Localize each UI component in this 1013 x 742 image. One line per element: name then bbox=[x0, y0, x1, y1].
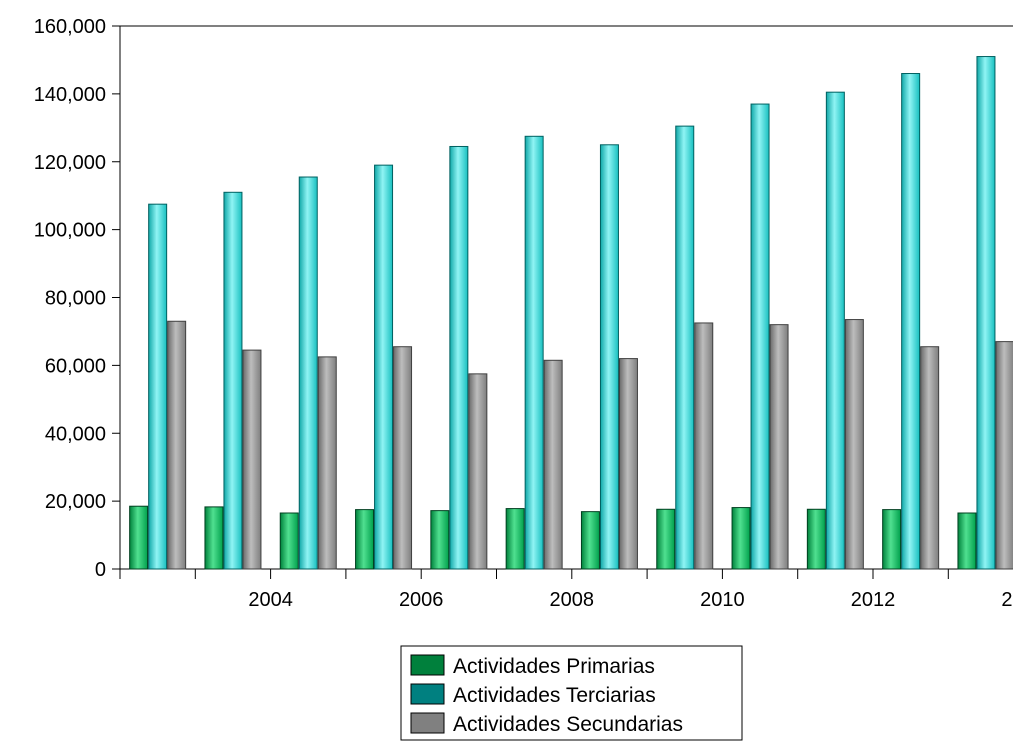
bar-series-1-2007 bbox=[449, 145, 469, 570]
x-tick-label: 2014 bbox=[1001, 589, 1013, 611]
y-tick-label: 0 bbox=[95, 559, 106, 581]
bar-series-2-2007 bbox=[468, 373, 488, 570]
bar-series-0-2011 bbox=[731, 507, 751, 570]
bar-series-2-2011 bbox=[769, 324, 789, 570]
y-tick-label: 100,000 bbox=[34, 220, 106, 242]
bar-series-1-2013 bbox=[901, 73, 921, 570]
bar-series-2-2004 bbox=[242, 349, 262, 570]
bar-series-0-2003 bbox=[129, 505, 149, 570]
x-tick-label: 2008 bbox=[550, 589, 595, 611]
bar-series-1-2005 bbox=[298, 176, 318, 570]
legend-swatch bbox=[410, 683, 445, 705]
bar-series-2-2009 bbox=[618, 358, 638, 570]
x-tick-label: 2012 bbox=[851, 589, 896, 611]
bar-series-0-2005 bbox=[279, 512, 299, 570]
y-axis: 0 20,000 40,000 60,000 80,000 100,000 120,000 1… bbox=[34, 16, 120, 581]
y-tick-label: 120,000 bbox=[34, 152, 106, 174]
bar-series-0-2010 bbox=[656, 508, 676, 570]
x-tick-label: 2006 bbox=[399, 589, 444, 611]
legend-swatch bbox=[410, 654, 445, 676]
x-tick-label: 2010 bbox=[700, 589, 745, 611]
legend-box bbox=[400, 645, 743, 741]
y-tick-label: 60,000 bbox=[45, 355, 106, 377]
bar-series-0-2008 bbox=[505, 508, 525, 570]
legend-label: Actividades Primarias bbox=[453, 655, 655, 678]
bar-series-2-2012 bbox=[844, 319, 864, 570]
bar-series-0-2012 bbox=[806, 508, 826, 570]
legend-label: Actividades Terciarias bbox=[453, 684, 656, 707]
y-tick-label: 160,000 bbox=[34, 16, 106, 38]
bar-series-2-2003 bbox=[167, 320, 187, 570]
y-tick-label: 40,000 bbox=[45, 423, 106, 445]
legend-label: Actividades Secundarias bbox=[453, 713, 683, 736]
bar-series-2-2008 bbox=[543, 359, 563, 570]
plot-area bbox=[119, 25, 1013, 570]
bar-series-0-2014 bbox=[957, 512, 977, 570]
bar-series-0-2007 bbox=[430, 510, 450, 570]
bar-series-1-2004 bbox=[223, 191, 243, 570]
bar-series-2-2013 bbox=[920, 346, 940, 570]
x-tick-label: 2004 bbox=[248, 589, 293, 611]
bar-series-0-2009 bbox=[580, 511, 600, 570]
legend-swatch bbox=[410, 712, 445, 734]
bar-series-1-2014 bbox=[976, 56, 996, 570]
bar-series-2-2014 bbox=[995, 341, 1013, 570]
bar-series-2-2010 bbox=[694, 322, 714, 570]
bar-series-1-2011 bbox=[750, 103, 770, 570]
bar-series-1-2012 bbox=[825, 91, 845, 570]
bar-series-0-2013 bbox=[882, 509, 902, 570]
bar-series-2-2005 bbox=[317, 356, 337, 570]
bar-series-1-2008 bbox=[524, 135, 544, 570]
legend: Actividades Primarias Actividades Terciar… bbox=[400, 645, 743, 741]
plot-frame bbox=[119, 25, 1013, 570]
bar-series-2-2006 bbox=[393, 346, 413, 570]
bar-series-0-2006 bbox=[355, 509, 375, 570]
bar-series-1-2010 bbox=[675, 125, 695, 570]
bar-series-1-2009 bbox=[599, 144, 619, 570]
bar-series-1-2003 bbox=[148, 203, 168, 570]
x-axis: 2004 2006 2008 2010 2012 2014 bbox=[119, 569, 1013, 611]
y-tick-label: 80,000 bbox=[45, 288, 106, 310]
y-tick-label: 20,000 bbox=[45, 491, 106, 513]
bar-series-0-2004 bbox=[204, 506, 224, 570]
bars bbox=[129, 56, 1013, 570]
bar-series-1-2006 bbox=[374, 164, 394, 570]
y-tick-label: 140,000 bbox=[34, 84, 106, 106]
